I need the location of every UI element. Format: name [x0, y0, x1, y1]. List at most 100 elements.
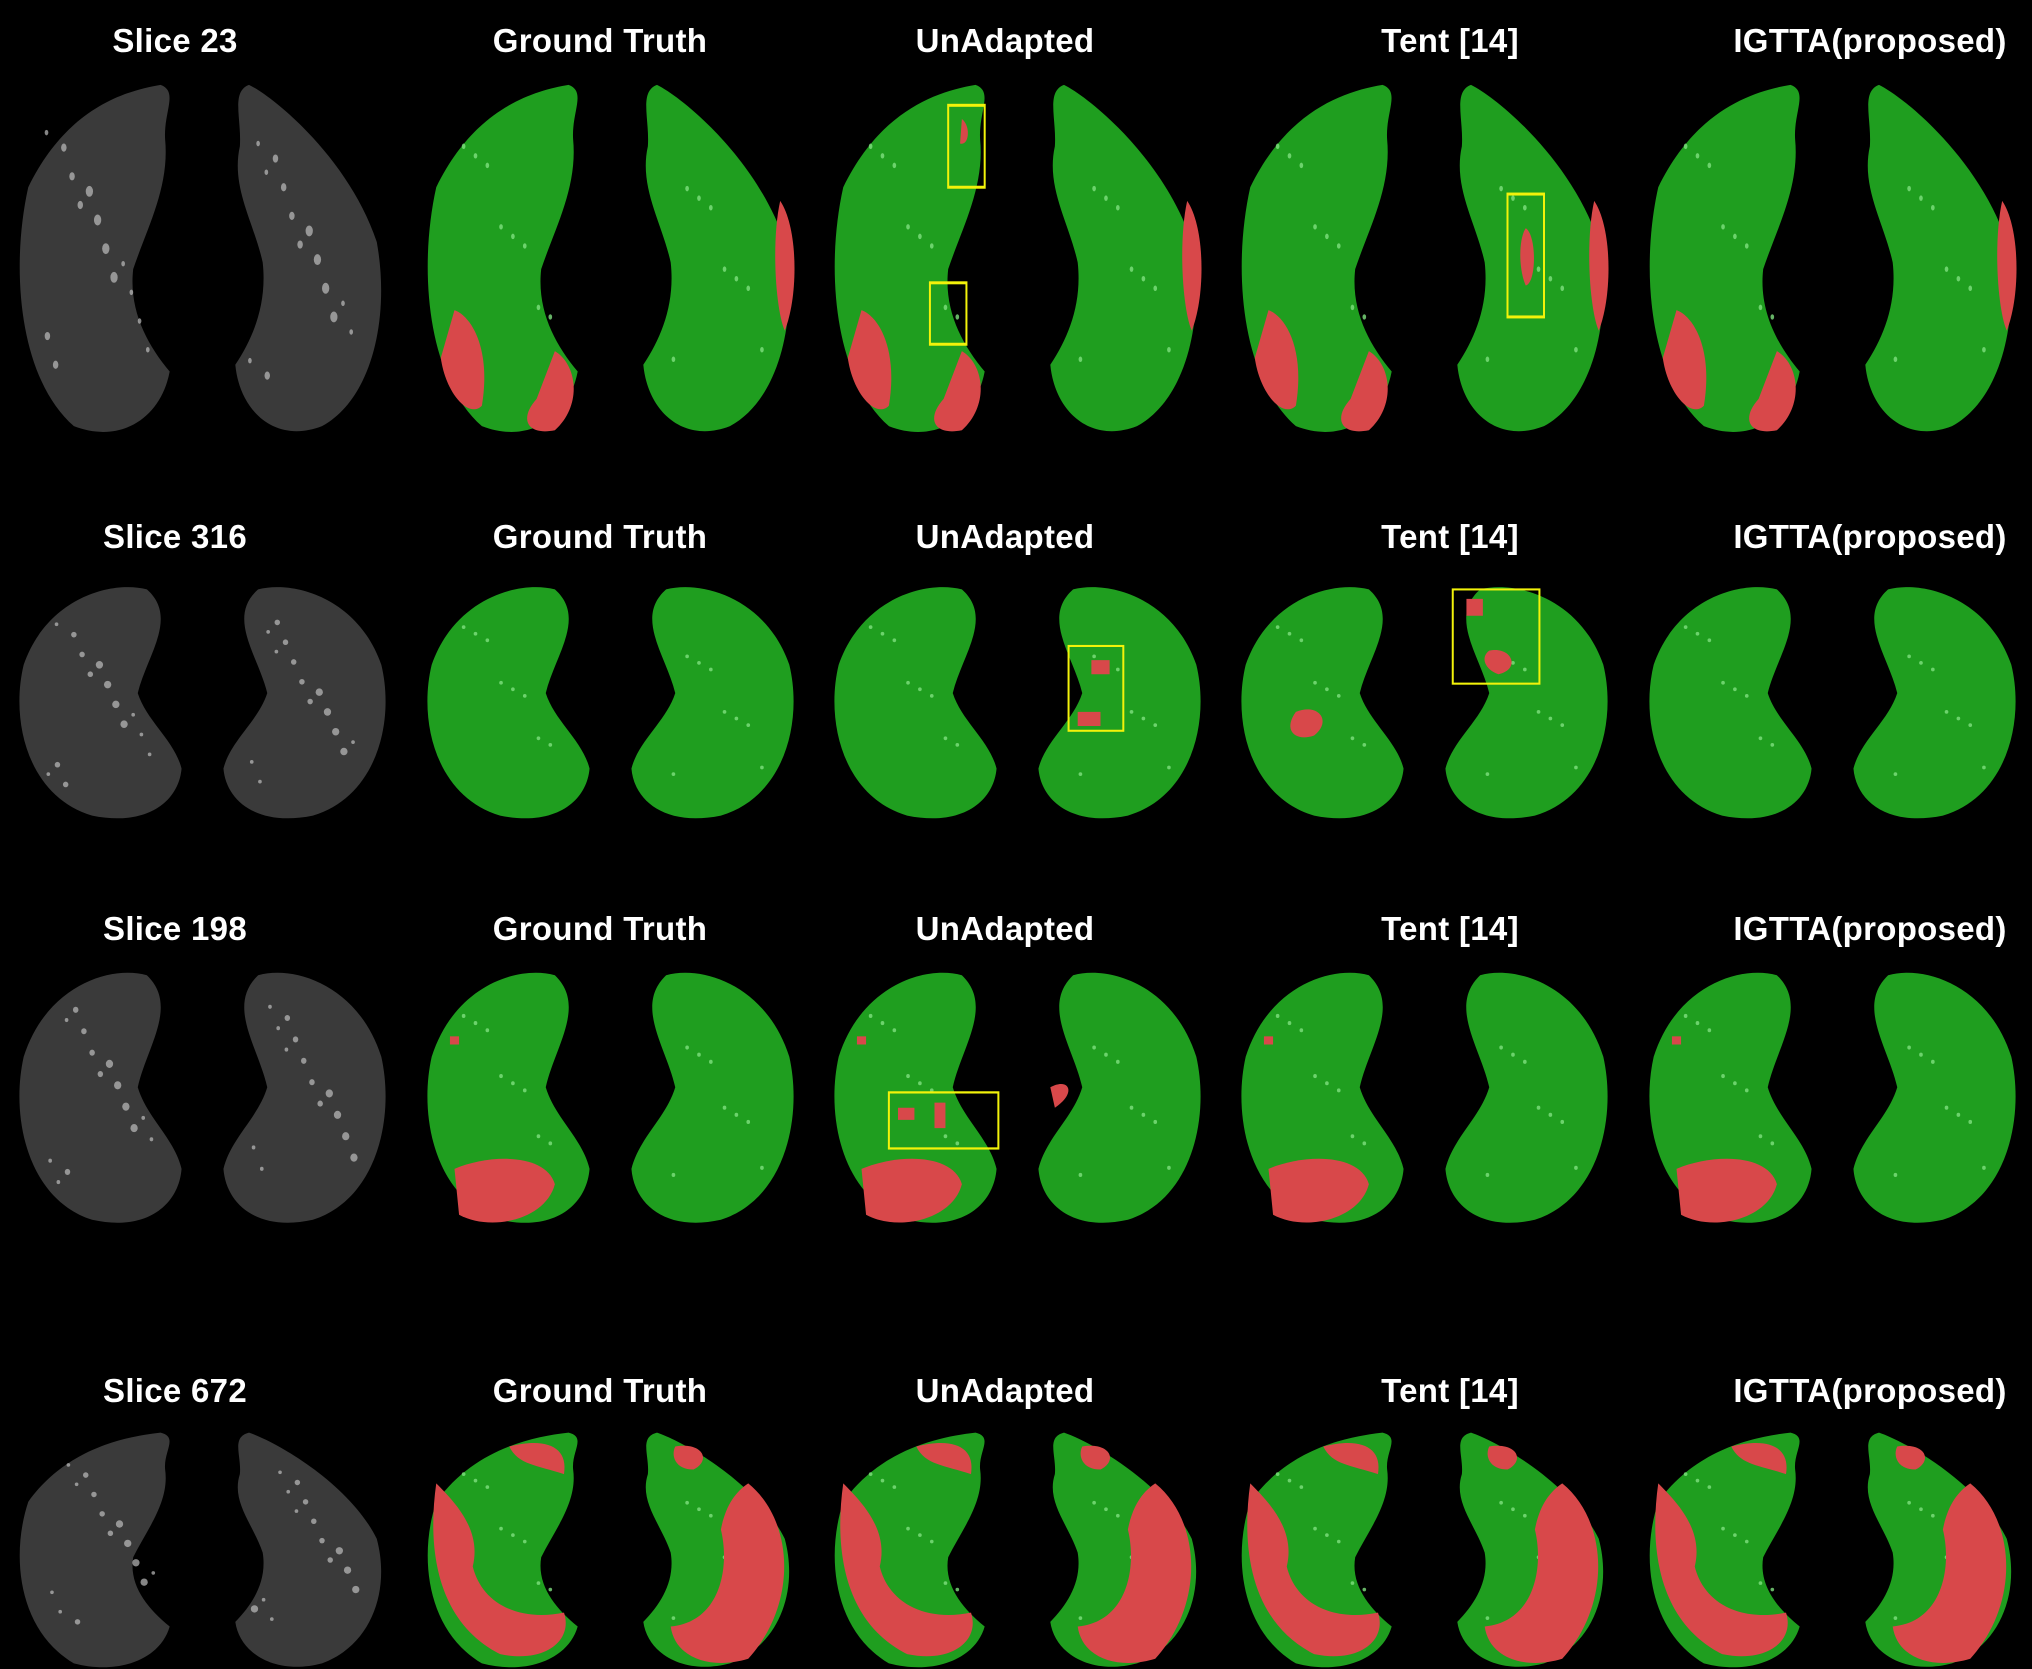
vessel-mark [1931, 1059, 1935, 1064]
left-lung [834, 1432, 985, 1668]
vessel-mark [1523, 1059, 1527, 1064]
vessel-mark [87, 671, 94, 678]
panel-title: Tent [14] [1381, 910, 1519, 947]
vessel-mark [1362, 1587, 1367, 1592]
lesion-region [898, 1107, 915, 1120]
right-lung [631, 972, 794, 1223]
vessel-mark [91, 1491, 97, 1498]
right-lung [1865, 84, 2017, 432]
lesion-region [1268, 1158, 1369, 1223]
vessel-mark [522, 243, 527, 249]
vessel-mark [548, 314, 553, 320]
vessel-mark [1336, 243, 1341, 249]
vessel-mark [1350, 1581, 1355, 1585]
vessel-mark [734, 716, 739, 721]
vessel-mark [522, 1088, 527, 1093]
lesion-region [1091, 660, 1110, 675]
panel-title: Ground Truth [492, 22, 708, 59]
left-lung [1649, 587, 1812, 819]
vessel-mark [130, 1124, 138, 1133]
panel-title: IGTTA(proposed) [1733, 910, 2007, 947]
vessel-mark [1982, 1165, 1986, 1170]
lesion-region [1655, 1483, 1788, 1657]
vessel-mark [473, 153, 478, 159]
lesion-region [856, 1036, 867, 1045]
vessel-mark [1695, 1478, 1700, 1483]
lesion-region [1182, 200, 1202, 331]
vessel-mark [892, 1028, 897, 1033]
lesion-region [1749, 351, 1796, 432]
vessel-mark [1523, 1513, 1527, 1518]
lung-shape [235, 84, 382, 432]
right-lung [235, 84, 382, 432]
vessel-mark [145, 346, 150, 353]
vessel-mark [1116, 1513, 1120, 1518]
vessel-mark [1336, 1088, 1341, 1093]
vessel-mark [289, 211, 295, 220]
lesion-region [1487, 1445, 1517, 1470]
vessel-mark [1944, 1105, 1949, 1110]
vessel-mark [110, 271, 118, 283]
vessel-mark [1758, 736, 1763, 741]
vessel-mark [499, 1526, 503, 1531]
vessel-mark [105, 1059, 114, 1068]
vessel-mark [548, 743, 553, 747]
vessel-mark [918, 687, 922, 692]
unadapted-panel [834, 84, 1202, 432]
vessel-mark [122, 1102, 130, 1111]
vessel-mark [461, 1472, 466, 1476]
panel-title: Ground Truth [492, 518, 708, 555]
left-lung [834, 84, 986, 432]
vessel-mark [258, 779, 262, 784]
vessel-mark [52, 360, 59, 369]
vessel-mark [671, 772, 676, 776]
vessel-mark [1325, 1533, 1329, 1537]
vessel-mark [327, 1557, 333, 1563]
left-lung [834, 972, 1000, 1223]
vessel-mark [1078, 772, 1083, 776]
vessel-mark [499, 224, 503, 230]
vessel-mark [1536, 710, 1541, 714]
lesion-region [527, 351, 574, 432]
ct-panel [19, 84, 382, 432]
vessel-mark [315, 688, 323, 696]
vessel-mark [709, 204, 713, 211]
panel-title: IGTTA(proposed) [1733, 518, 2007, 555]
vessel-mark [1287, 631, 1292, 636]
vessel-mark [1744, 243, 1749, 249]
lung-shape [1241, 972, 1404, 1223]
vessel-mark [1695, 1021, 1700, 1026]
vessel-mark [1907, 654, 1911, 659]
vessel-mark [906, 224, 910, 230]
vessel-mark [1129, 266, 1134, 272]
tent-panel [1241, 587, 1608, 819]
vessel-mark [1499, 1045, 1503, 1050]
vessel-mark [709, 1059, 713, 1064]
vessel-mark [1350, 1134, 1355, 1139]
vessel-mark [892, 1485, 897, 1489]
vessel-mark [1919, 1507, 1923, 1512]
vessel-mark [1153, 285, 1158, 291]
ct-panel [19, 587, 386, 819]
vessel-mark [284, 1047, 289, 1052]
vessel-mark [685, 185, 689, 192]
vessel-mark [282, 639, 289, 646]
vessel-mark [325, 1089, 333, 1098]
lesion-region [934, 351, 981, 432]
vessel-mark [671, 1172, 676, 1177]
vessel-mark [259, 1166, 264, 1171]
lesion-region [454, 1158, 555, 1223]
vessel-mark [1287, 1478, 1292, 1483]
lesion-region [433, 1483, 566, 1657]
tent-panel [1241, 84, 1609, 432]
lesion-region [1077, 711, 1101, 727]
vessel-mark [44, 129, 49, 136]
vessel-mark [734, 275, 739, 282]
vessel-mark [1336, 694, 1341, 698]
vessel-mark [1313, 680, 1317, 685]
lesion-region [1077, 1483, 1192, 1663]
vessel-mark [141, 1115, 146, 1120]
vessel-mark [1078, 1616, 1083, 1620]
vessel-mark [1919, 1052, 1923, 1057]
